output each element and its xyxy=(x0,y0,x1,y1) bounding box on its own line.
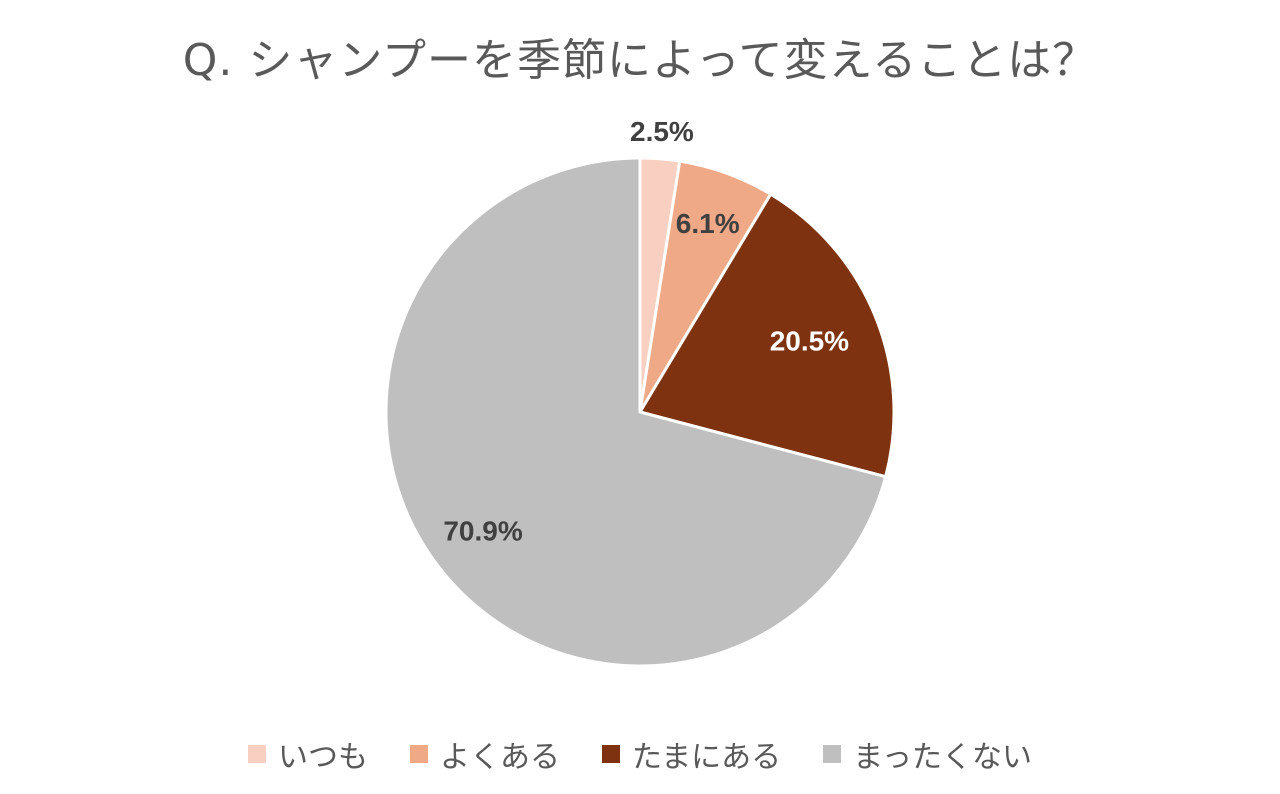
legend-label: まったくない xyxy=(853,740,1032,775)
pie-data-label: 6.1% xyxy=(676,208,740,239)
pie-data-labels: 2.5% 6.1% 20.5% 70.9% xyxy=(443,116,849,546)
legend-swatch xyxy=(823,745,842,763)
pie-slice xyxy=(384,156,888,668)
pie-slice xyxy=(638,192,896,479)
legend-swatch xyxy=(602,745,621,763)
pie-data-label: 2.5% xyxy=(630,116,694,147)
pie-data-label: 20.5% xyxy=(770,325,849,356)
legend-item-mattakunai: まったくない xyxy=(823,732,1032,776)
legend-item-yokuaru: よくある xyxy=(410,732,560,776)
legend-swatch xyxy=(410,745,429,763)
pie-slices xyxy=(384,156,896,668)
legend-label: よくある xyxy=(440,740,561,775)
legend: いつも よくある たまにある まったくない xyxy=(0,732,1280,776)
pie-data-label: 70.9% xyxy=(443,515,522,546)
legend-label: いつも xyxy=(278,740,369,775)
legend-item-itsumo: いつも xyxy=(248,732,368,776)
legend-label: たまにある xyxy=(632,740,782,775)
legend-swatch xyxy=(248,745,267,763)
legend-item-tamaniaru: たまにある xyxy=(602,732,781,776)
chart-title: Q. シャンプーを季節によって変えることは？ xyxy=(182,35,1098,86)
